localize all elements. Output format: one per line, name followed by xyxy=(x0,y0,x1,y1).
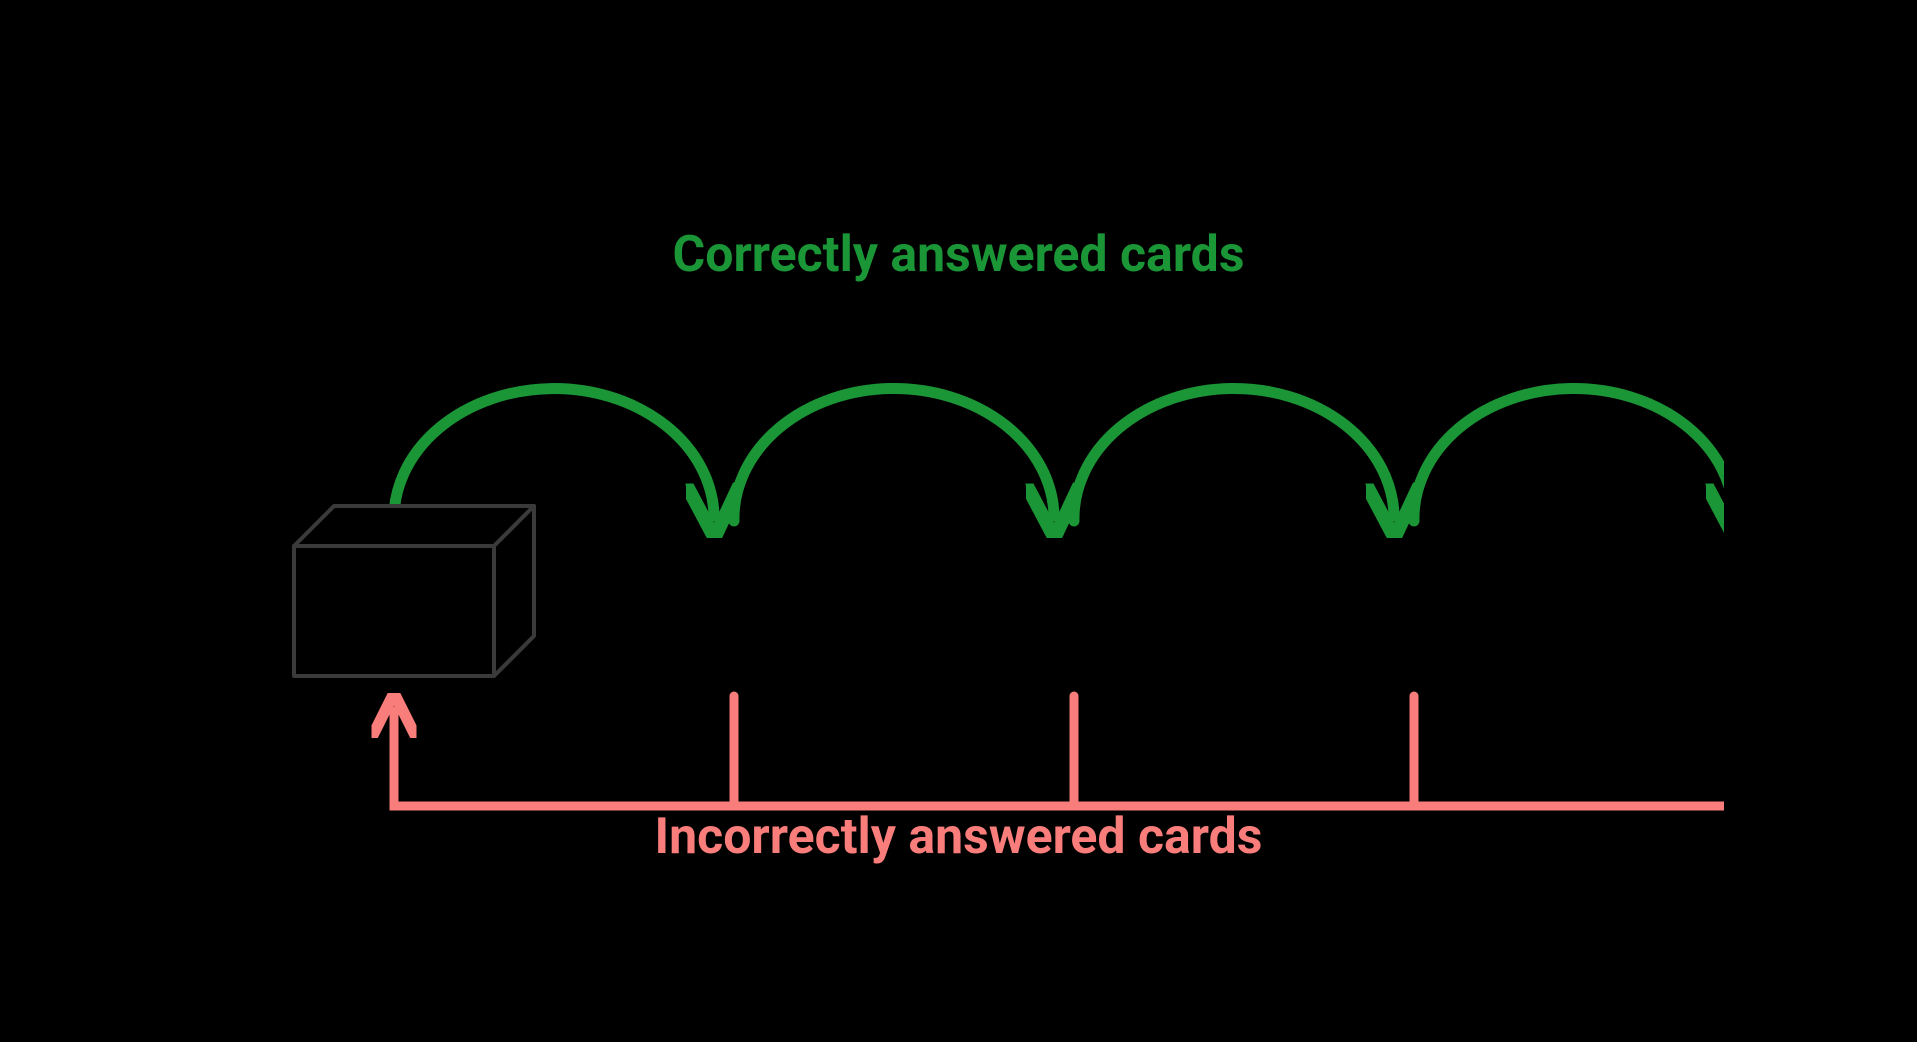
correct-arrow-2 xyxy=(733,388,1053,521)
incorrect-label: Incorrectly answered cards xyxy=(194,808,1724,866)
correct-arrow-3 xyxy=(1073,388,1393,521)
leitner-diagram: Correctly answered cards xyxy=(194,126,1724,916)
diagram-svg xyxy=(194,126,1724,916)
correct-arrow-1 xyxy=(393,389,713,521)
incorrect-return-arrow xyxy=(394,711,1724,806)
correct-arrows-group xyxy=(393,388,1723,521)
incorrect-arrows-group xyxy=(394,696,1724,806)
incorrect-label-text: Incorrectly answered cards xyxy=(655,808,1263,866)
box-1 xyxy=(294,506,534,676)
correct-arrow-4 xyxy=(1413,388,1723,521)
